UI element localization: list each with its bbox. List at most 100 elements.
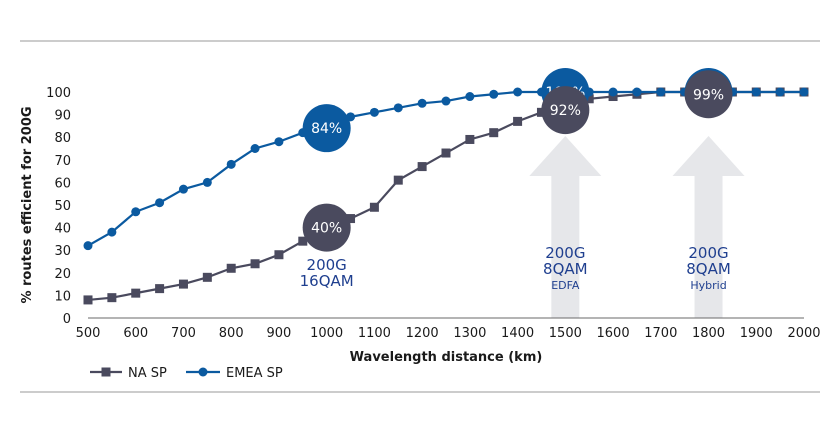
arrow-1500	[529, 136, 602, 318]
bubble-na-sp-1500: 92%	[541, 86, 590, 135]
y-tick-100: 100	[46, 86, 71, 101]
annotation-line: 200G	[307, 256, 347, 274]
x-tick-1600: 1600	[597, 326, 630, 341]
data-point-na-sp	[202, 272, 212, 282]
x-axis-title: Wavelength distance (km)	[350, 350, 543, 365]
bubble-label: 40%	[311, 221, 342, 237]
data-point-emea-sp	[83, 241, 93, 251]
annotation-line: 8QAM	[686, 260, 731, 278]
data-point-emea-sp	[799, 87, 809, 97]
data-point-na-sp	[369, 202, 379, 212]
data-point-na-sp	[250, 259, 260, 269]
data-point-emea-sp	[656, 87, 666, 97]
bubble-circle	[302, 203, 351, 252]
bubble-circle	[302, 104, 351, 153]
y-tick-80: 80	[54, 131, 71, 146]
data-point-emea-sp	[751, 87, 761, 97]
y-tick-20: 20	[54, 267, 71, 282]
x-tick-1800: 1800	[692, 326, 725, 341]
data-point-na-sp	[584, 94, 594, 104]
data-point-na-sp	[417, 162, 427, 172]
data-point-na-sp	[226, 263, 236, 273]
data-point-emea-sp	[417, 98, 427, 108]
data-point-na-sp	[178, 279, 188, 289]
data-point-emea-sp	[155, 198, 165, 208]
arrow-layer	[529, 136, 745, 318]
bubble-label: 99%	[693, 87, 724, 103]
data-point-na-sp	[489, 128, 499, 138]
data-point-emea-sp	[393, 103, 403, 113]
x-tick-1000: 1000	[310, 326, 343, 341]
x-tick-1100: 1100	[358, 326, 391, 341]
data-point-emea-sp	[513, 87, 523, 97]
annotation-line: 200G	[545, 244, 585, 262]
y-axis-title: % routes efficient for 200G	[20, 106, 35, 303]
y-axis-ticks: 0 10 20 30 40 50 60 70 80 90 100	[46, 86, 71, 327]
x-axis-ticks: 500 600 700 800 900 1000 1100 1200 1300 1400 1500 1…	[76, 326, 821, 341]
x-tick-2000: 2000	[787, 326, 820, 341]
bubble-circle	[684, 70, 733, 119]
data-point-emea-sp	[369, 107, 379, 117]
annotation-sub: EDFA	[551, 279, 580, 292]
data-point-emea-sp	[107, 227, 117, 237]
y-tick-30: 30	[54, 244, 71, 259]
bubble-na-sp-1000: 40%	[302, 203, 351, 252]
bubble-layer: 84%40%100%92%100%99%	[302, 68, 733, 252]
data-point-emea-sp	[202, 177, 212, 187]
y-tick-90: 90	[54, 109, 71, 124]
x-tick-700: 700	[171, 326, 196, 341]
legend-label-emea-sp: EMEA SP	[226, 366, 283, 381]
legend-label-na-sp: NA SP	[128, 366, 167, 381]
data-point-na-sp	[393, 175, 403, 185]
data-point-emea-sp	[226, 159, 236, 169]
x-tick-1200: 1200	[406, 326, 439, 341]
data-point-na-sp	[274, 250, 284, 260]
bubble-circle	[541, 86, 590, 135]
x-tick-500: 500	[76, 326, 101, 341]
data-point-emea-sp	[131, 207, 141, 217]
y-tick-60: 60	[54, 176, 71, 191]
x-tick-1500: 1500	[549, 326, 582, 341]
data-point-emea-sp	[178, 184, 188, 194]
bubble-emea-sp-1000: 84%	[302, 104, 351, 153]
data-point-na-sp	[608, 92, 618, 102]
data-point-na-sp	[131, 288, 141, 298]
x-tick-1400: 1400	[501, 326, 534, 341]
data-point-na-sp	[107, 293, 117, 303]
x-tick-1300: 1300	[453, 326, 486, 341]
x-tick-900: 900	[267, 326, 292, 341]
annotation-line: 16QAM	[300, 272, 354, 290]
x-tick-1900: 1900	[740, 326, 773, 341]
data-point-emea-sp	[489, 89, 499, 99]
data-point-emea-sp	[250, 144, 260, 153]
bubble-label: 84%	[311, 121, 342, 137]
annotation-line: 200G	[688, 244, 728, 262]
data-point-na-sp	[465, 134, 475, 144]
annotation-sub: Hybrid	[690, 279, 726, 292]
data-point-emea-sp	[465, 92, 475, 102]
y-tick-10: 10	[54, 289, 71, 304]
bubble-na-sp-1800: 99%	[684, 70, 733, 119]
arrow-1800	[672, 136, 745, 318]
data-point-na-sp	[441, 148, 451, 158]
y-tick-0: 0	[63, 312, 71, 327]
data-point-emea-sp	[608, 87, 618, 97]
y-tick-50: 50	[54, 199, 71, 214]
legend-marker-na-sp	[101, 367, 111, 377]
x-tick-600: 600	[123, 326, 148, 341]
annotation-line: 8QAM	[543, 260, 588, 278]
legend-item-emea-sp: EMEA SP	[186, 366, 283, 381]
legend-marker-emea-sp	[198, 367, 208, 377]
legend: NA SP EMEA SP	[90, 366, 283, 381]
data-point-emea-sp	[775, 87, 785, 97]
x-tick-1700: 1700	[644, 326, 677, 341]
data-point-na-sp	[298, 236, 308, 246]
data-point-na-sp	[513, 116, 523, 126]
data-point-na-sp	[83, 295, 93, 305]
data-point-na-sp	[346, 214, 356, 224]
data-point-emea-sp	[632, 87, 642, 97]
data-point-na-sp	[155, 284, 165, 294]
